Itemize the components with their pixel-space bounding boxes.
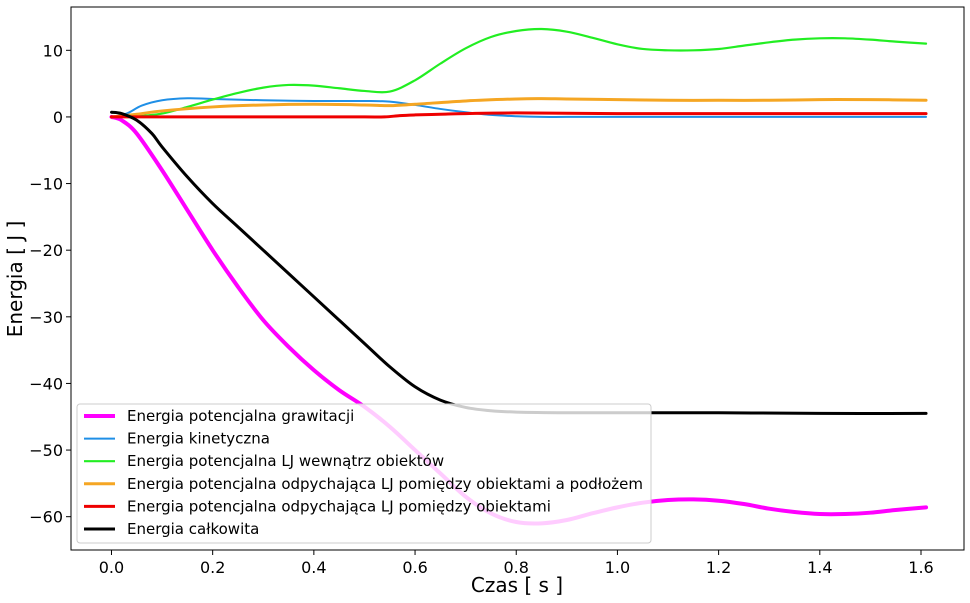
x-tick-label: 0.6 xyxy=(402,558,427,577)
legend-label-3: Energia potencjalna odpychająca LJ pomię… xyxy=(127,475,643,493)
y-tick-label: −30 xyxy=(29,308,63,327)
series-line-1 xyxy=(110,97,928,118)
plot-frame xyxy=(70,6,965,551)
y-tick-label: −60 xyxy=(29,508,63,527)
legend-label-2: Energia potencjalna LJ wewnątrz obiektów xyxy=(127,452,444,470)
y-tick-label: −10 xyxy=(29,175,63,194)
x-tick-label: 0.0 xyxy=(99,558,124,577)
x-tick-label: 1.0 xyxy=(605,558,630,577)
x-axis-label: Czas [ s ] xyxy=(471,573,563,597)
ticks-layer: 0.0 0.2 0.4 0.6 0.8 1.0 1.2 1.4 1.6 10 0 −10 −20 −30 −… xyxy=(29,41,933,577)
x-tick-label: 1.4 xyxy=(807,558,832,577)
y-tick-label: −40 xyxy=(29,374,63,393)
series-line-3 xyxy=(109,97,928,119)
legend-items: Energia potencjalna grawitacji Energia ki… xyxy=(84,407,643,538)
y-tick-label: −20 xyxy=(29,241,63,260)
legend: Energia potencjalna grawitacji Energia ki… xyxy=(76,403,652,544)
legend-label-0: Energia potencjalna grawitacji xyxy=(127,407,354,425)
legend-label-4: Energia potencjalna odpychająca LJ pomię… xyxy=(127,497,551,515)
x-tick-label: 1.6 xyxy=(908,558,933,577)
y-tick-label: 10 xyxy=(43,41,63,60)
y-axis-label: Energia [ J ] xyxy=(3,221,27,338)
legend-label-1: Energia kinetyczna xyxy=(127,430,270,448)
series-line-2 xyxy=(110,27,928,119)
series-line-4 xyxy=(109,111,928,119)
y-tick-label: −50 xyxy=(29,441,63,460)
x-tick-label: 0.8 xyxy=(504,558,529,577)
x-tick-label: 0.4 xyxy=(301,558,326,577)
legend-label-5: Energia całkowita xyxy=(127,520,259,538)
x-tick-label: 1.2 xyxy=(706,558,731,577)
x-tick-label: 0.2 xyxy=(200,558,225,577)
y-tick-label: 0 xyxy=(53,108,63,127)
legend-box xyxy=(76,403,652,544)
